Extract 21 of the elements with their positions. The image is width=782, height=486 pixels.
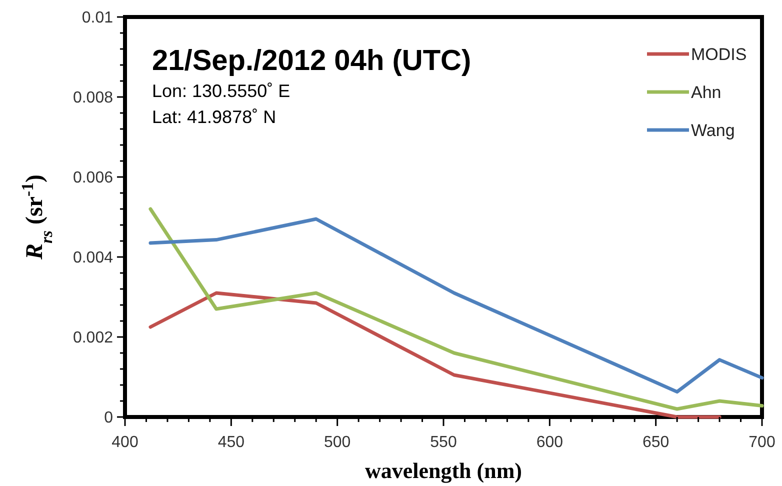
y-tick-label: 0.004	[72, 250, 114, 267]
legend-label: Ahn	[691, 82, 722, 102]
x-tick-label: 500	[324, 434, 351, 451]
annotation: Lon: 130.5550˚ E	[152, 81, 290, 101]
x-tick-label: 700	[748, 434, 776, 451]
legend-label: Wang	[691, 120, 735, 140]
y-tick-label: 0.006	[72, 170, 114, 187]
x-axis-title: wavelength (nm)	[364, 458, 522, 483]
x-tick-label: 600	[536, 434, 564, 451]
legend-label: MODIS	[691, 44, 747, 64]
y-tick-label: 0.008	[72, 90, 114, 107]
text: 21/Sep./2012 04h (UTC)	[152, 45, 472, 77]
x-tick-label: 400	[112, 434, 138, 451]
x-tick-label: 450	[218, 434, 245, 451]
x-tick-label: 550	[430, 434, 457, 451]
annotation: Lat: 41.9878˚ N	[152, 107, 276, 127]
y-tick-label: 0	[104, 410, 114, 427]
y-tick-label: 0.01	[82, 10, 114, 27]
line-series	[148, 291, 722, 419]
y-tick-label: 0.002	[72, 330, 114, 347]
x-tick-label: 650	[642, 434, 670, 451]
